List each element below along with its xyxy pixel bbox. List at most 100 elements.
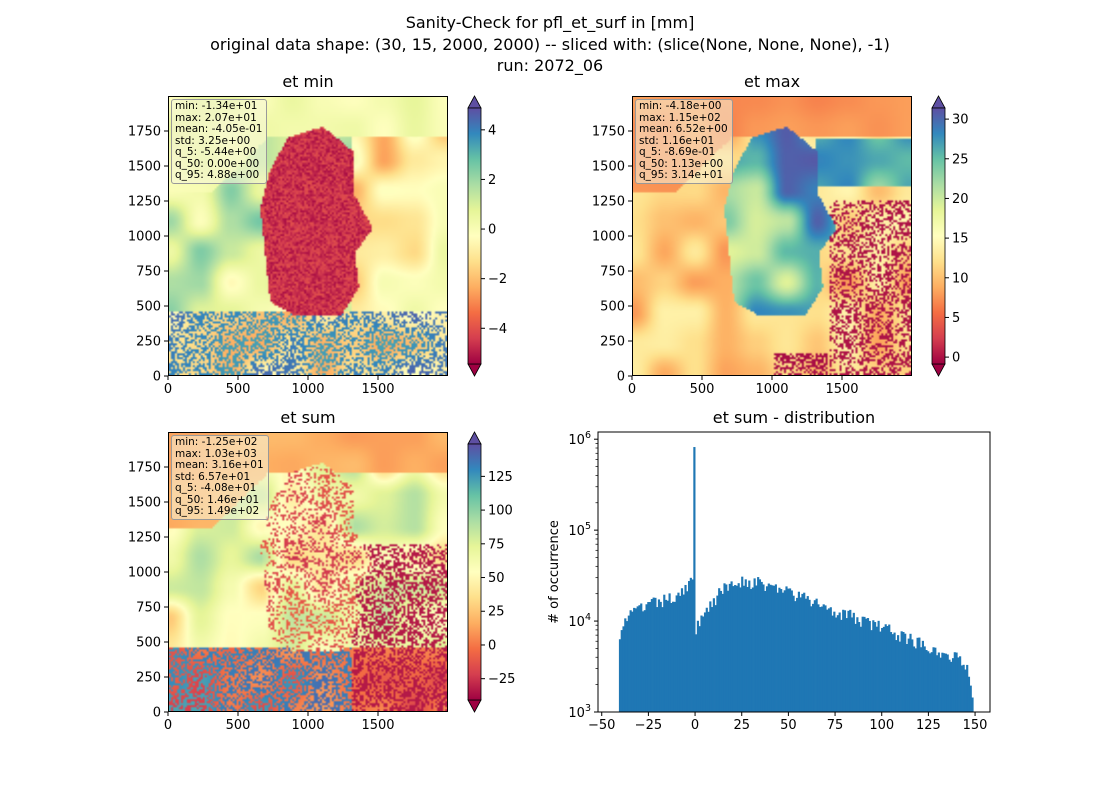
histogram-bar <box>811 603 815 712</box>
histogram-bar <box>638 605 641 712</box>
histogram-bar <box>721 593 724 712</box>
histogram-bar <box>682 594 685 712</box>
stat-q50: q_50: 1.13e+00 <box>639 157 724 170</box>
histogram-bar <box>762 584 765 712</box>
histogram-bar <box>796 597 799 712</box>
histogram-bar <box>881 627 884 712</box>
histogram-bar <box>734 585 737 712</box>
y-tick-label: 1000 <box>128 566 161 581</box>
histogram-bar <box>955 652 958 712</box>
colorbar-tick-label: 2 <box>488 173 496 188</box>
histogram-bar <box>764 590 767 712</box>
histogram-bar <box>709 601 712 712</box>
histogram-bar <box>835 617 838 712</box>
histogram-bar <box>916 637 919 712</box>
histogram-bar <box>858 622 861 712</box>
x-tick-label: 1500 <box>361 382 394 397</box>
histogram-bar <box>808 599 811 712</box>
histogram-bar <box>854 623 857 712</box>
histogram-bar <box>925 650 928 712</box>
histogram-bar <box>702 616 705 712</box>
y-tick-label: 1000 <box>592 230 625 245</box>
histogram-bar <box>895 640 898 712</box>
x-tick-label: −25 <box>635 718 662 733</box>
histogram-bar <box>801 593 804 712</box>
histogram-bar <box>792 595 795 712</box>
stat-q95: q_95: 3.14e+01 <box>639 169 724 181</box>
stat-std: std: 6.57e+01 <box>175 470 251 483</box>
stat-mean: mean: -4.05e-01 <box>175 123 263 135</box>
histogram-bar <box>803 592 806 712</box>
colorbar-extend-min <box>467 363 482 377</box>
histogram-bar <box>640 603 643 712</box>
colorbar-tick-label: −2 <box>488 272 507 287</box>
x-tick-label: 1000 <box>291 718 324 733</box>
colorbar-tick-label: 10 <box>952 271 969 286</box>
colorbar-extend-max <box>467 431 482 445</box>
histogram-bar <box>748 580 751 712</box>
x-tick-label: 0 <box>164 382 172 397</box>
et-sum-stats-box: min: -1.25e+02 max: 1.03e+03 mean: 3.16e… <box>171 435 269 520</box>
histogram-bar <box>842 609 845 712</box>
histogram-bar <box>673 601 676 712</box>
y-tick-label: 750 <box>600 265 625 280</box>
histogram-bar <box>641 611 645 712</box>
histogram-bar <box>904 633 907 712</box>
histogram-bar <box>957 657 960 712</box>
histogram-bar <box>886 626 889 712</box>
y-tick-label: 500 <box>136 300 161 315</box>
histogram-bar <box>758 579 762 712</box>
stat-std: std: 1.16e+01 <box>639 134 715 147</box>
histogram-bar <box>838 612 841 712</box>
suptitle-line-2: original data shape: (30, 15, 2000, 2000… <box>210 35 890 54</box>
histogram-bar <box>622 626 625 712</box>
colorbar-tick-label: 125 <box>488 470 513 485</box>
y-tick-label: 1500 <box>128 496 161 511</box>
stat-q5: q_5: -5.44e+00 <box>175 146 257 158</box>
histogram-bar <box>725 584 728 712</box>
histogram-bar <box>716 595 719 712</box>
histogram-bar <box>760 581 763 712</box>
et-max-title: et max <box>743 72 801 91</box>
y-tick-label: 1750 <box>128 125 161 140</box>
histogram-bar <box>836 615 839 712</box>
histogram-bar <box>959 656 962 712</box>
stat-q95: q_95: 4.88e+00 <box>175 169 260 181</box>
histogram-bar <box>928 653 932 712</box>
histogram-bar <box>773 585 776 712</box>
histogram-bar <box>755 585 758 712</box>
histogram-bar <box>897 635 900 712</box>
et-min-stats-box: min: -1.34e+01 max: 2.07e+01 mean: -4.05… <box>171 99 268 184</box>
histogram-bar <box>831 615 834 712</box>
histogram-bar <box>691 579 694 712</box>
histogram-bar <box>967 676 971 712</box>
et-max-stats-box: min: -4.18e+00 max: 1.15e+02 mean: 6.52e… <box>635 99 733 184</box>
et-min-title: et min <box>282 72 334 91</box>
x-tick-label: 0 <box>691 718 699 733</box>
colorbar-tick-label: 4 <box>488 123 496 138</box>
histogram-bar <box>696 620 700 712</box>
histogram-bar <box>785 586 788 712</box>
histogram-bar <box>868 620 871 712</box>
histogram-bar <box>645 604 648 712</box>
colorbar <box>931 107 946 365</box>
histogram-bar <box>654 597 657 712</box>
histogram-bar <box>815 598 818 712</box>
x-tick-label: 500 <box>690 382 715 397</box>
histogram-bar <box>757 577 760 712</box>
y-tick-label: 104 <box>568 612 591 630</box>
y-tick-label: 750 <box>136 601 161 616</box>
colorbar-tick-label: 15 <box>952 232 969 247</box>
histogram-bar <box>741 576 744 712</box>
y-tick-label: 1750 <box>128 461 161 476</box>
colorbar-tick-label: 25 <box>952 152 969 167</box>
histogram-bar <box>657 599 661 712</box>
stat-std: std: 3.25e+00 <box>175 134 251 147</box>
et-sum-heatmap: min: -1.25e+02 max: 1.03e+03 mean: 3.16e… <box>168 432 448 712</box>
histogram-bar <box>817 604 820 712</box>
histogram-bar <box>939 657 942 712</box>
histogram-bar <box>687 581 691 712</box>
histogram-bar <box>953 652 956 712</box>
histogram-bar <box>649 602 652 712</box>
histogram-bar <box>787 588 790 712</box>
